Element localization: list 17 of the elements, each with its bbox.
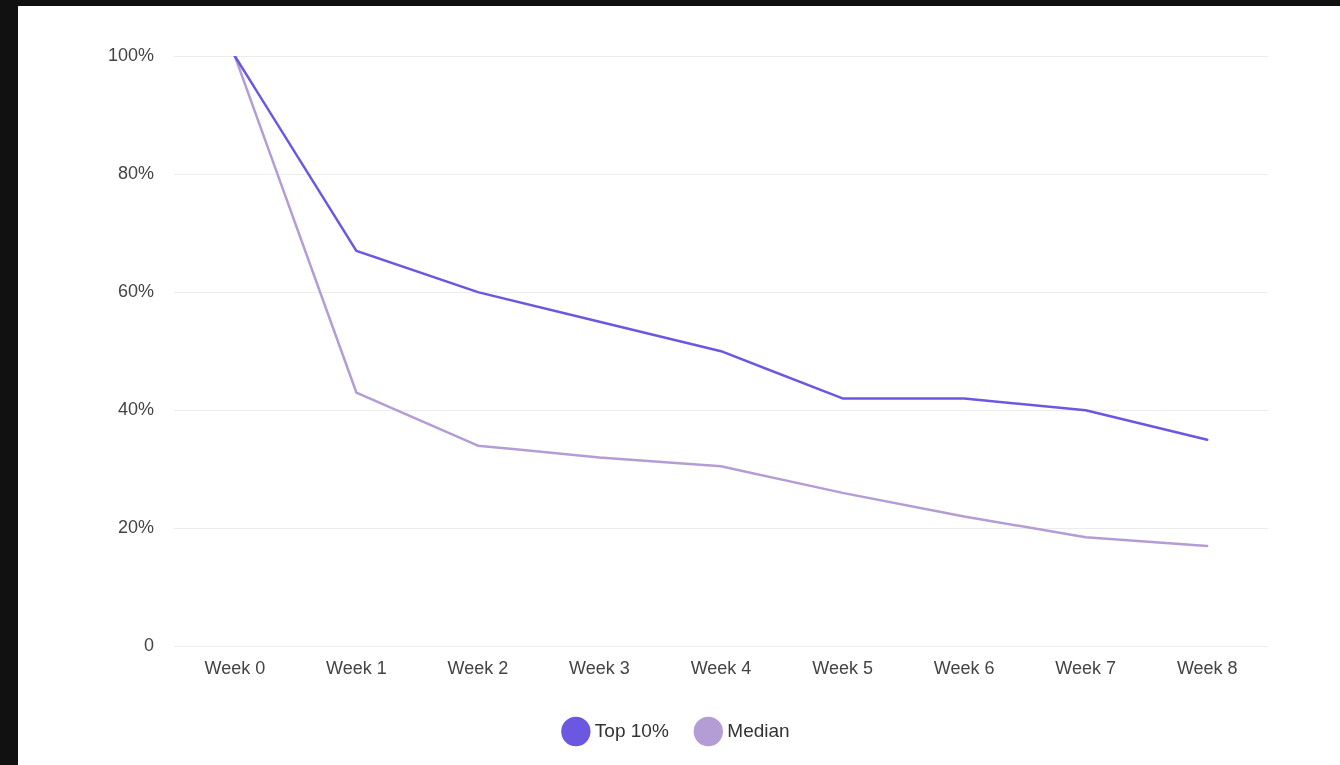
x-tick-label: Week 2	[447, 658, 509, 679]
legend-label: Top 10%	[594, 719, 669, 741]
x-tick-label: Week 3	[569, 658, 630, 679]
x-tick-label: Week 5	[812, 658, 873, 679]
x-tick-label: Week 6	[933, 658, 995, 679]
x-tick-label: Week 1	[326, 658, 387, 679]
y-tick-label: 0	[144, 635, 155, 656]
y-tick-label: 80%	[118, 163, 155, 184]
x-tick-label: Week 4	[690, 658, 752, 679]
x-tick-label: Week 0	[204, 658, 266, 679]
x-tick-label: Week 7	[1055, 658, 1117, 679]
x-tick-label: Week 8	[1176, 658, 1238, 679]
y-tick-label: 20%	[118, 517, 155, 538]
y-tick-label: 100%	[107, 44, 155, 65]
y-tick-label: 60%	[118, 281, 155, 302]
legend-label: Median	[727, 719, 790, 741]
y-tick-label: 40%	[118, 399, 155, 420]
